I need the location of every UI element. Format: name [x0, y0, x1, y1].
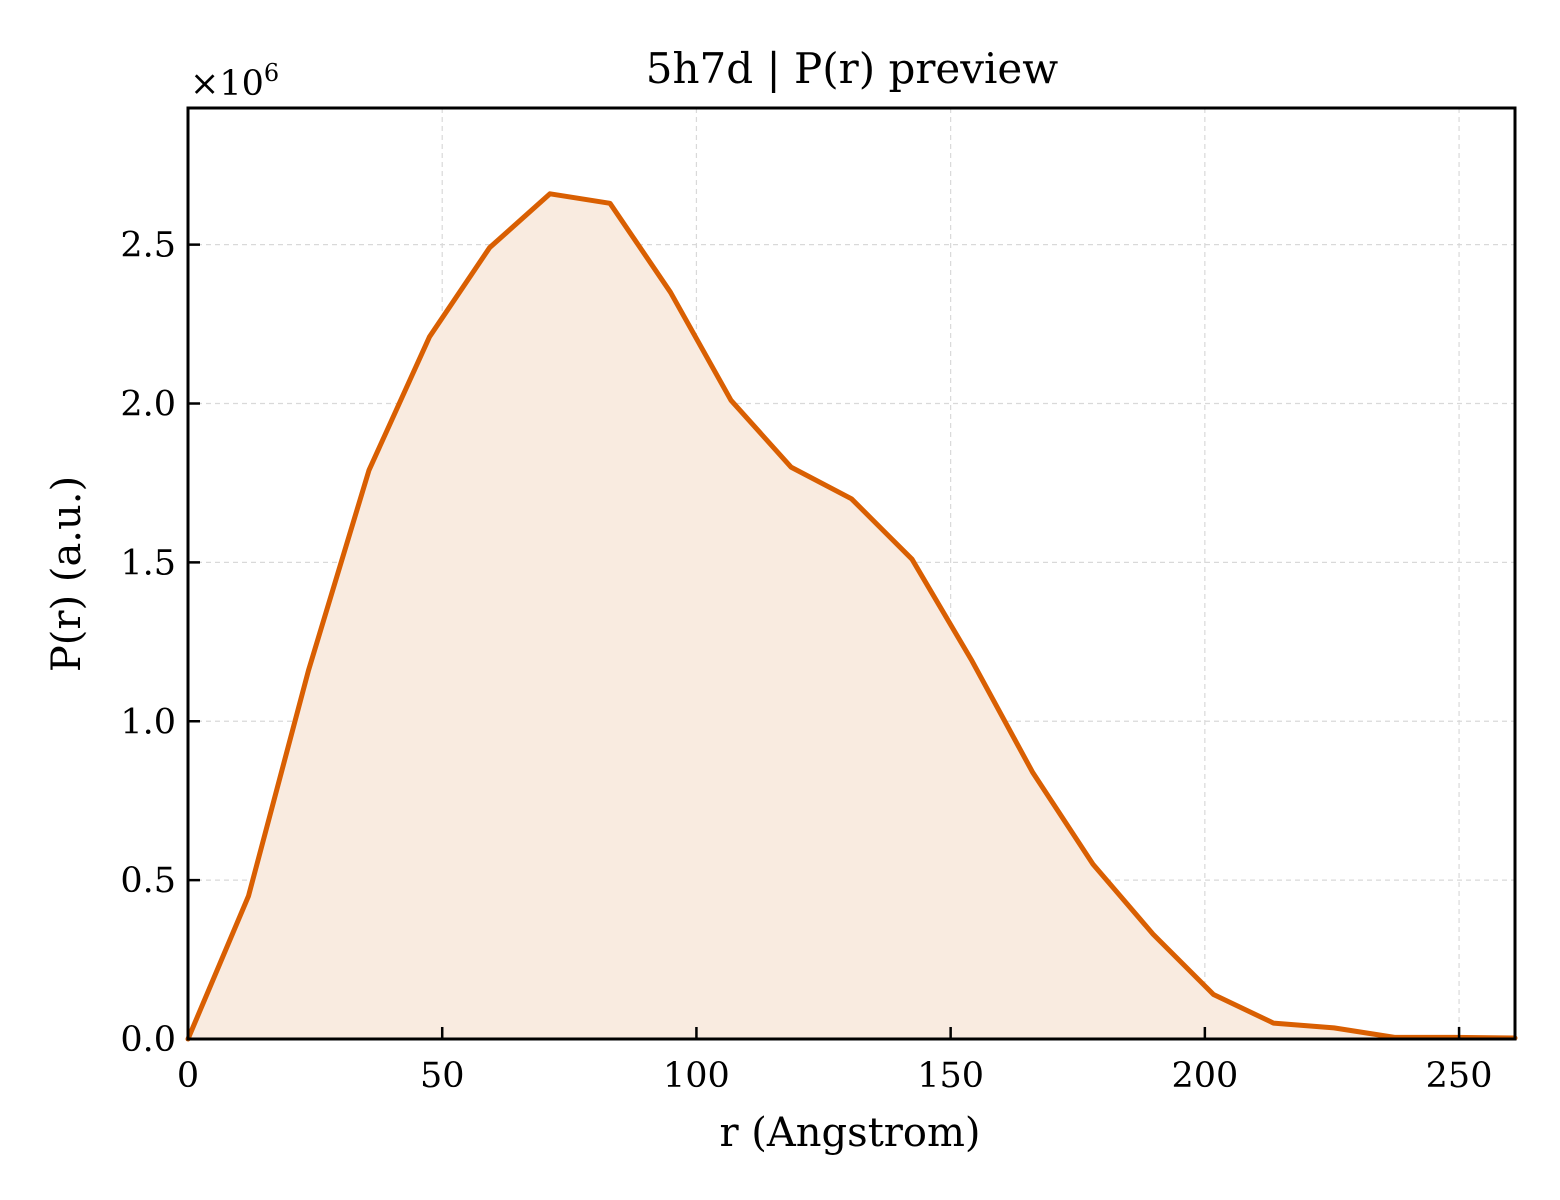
x-tick-label: 150 [917, 1056, 984, 1096]
ticks: 0 50 100 150 200 250 0.0 0.5 1.0 1.5 2.0 2.5 [120, 226, 1492, 1096]
y-multiplier-base: ×10 [190, 64, 264, 104]
y-tick-label: 1.5 [120, 543, 176, 583]
y-axis-label: P(r) (a.u.) [44, 476, 90, 672]
y-multiplier-exponent: 6 [264, 59, 279, 87]
area-layer [185, 191, 1518, 1042]
y-tick-label: 2.5 [120, 226, 176, 266]
y-axis-multiplier: ×106 [190, 59, 279, 104]
x-axis-label: r (Angstrom) [719, 1110, 980, 1156]
x-tick-label: 100 [663, 1056, 730, 1096]
x-tick-label: 50 [420, 1056, 465, 1096]
area-fill [188, 193, 1515, 1040]
y-tick-label: 2.0 [120, 385, 176, 425]
x-tick-label: 200 [1171, 1056, 1238, 1096]
x-tick-label: 250 [1426, 1056, 1493, 1096]
y-tick-label: 0.0 [120, 1020, 176, 1060]
plot-frame [186, 106, 1517, 1041]
x-tick-label: 0 [177, 1056, 199, 1096]
y-tick-label: 0.5 [120, 861, 176, 901]
y-tick-label: 1.0 [120, 702, 176, 742]
series-line [185, 191, 1518, 1042]
chart-title: 5h7d | P(r) preview [646, 44, 1059, 93]
